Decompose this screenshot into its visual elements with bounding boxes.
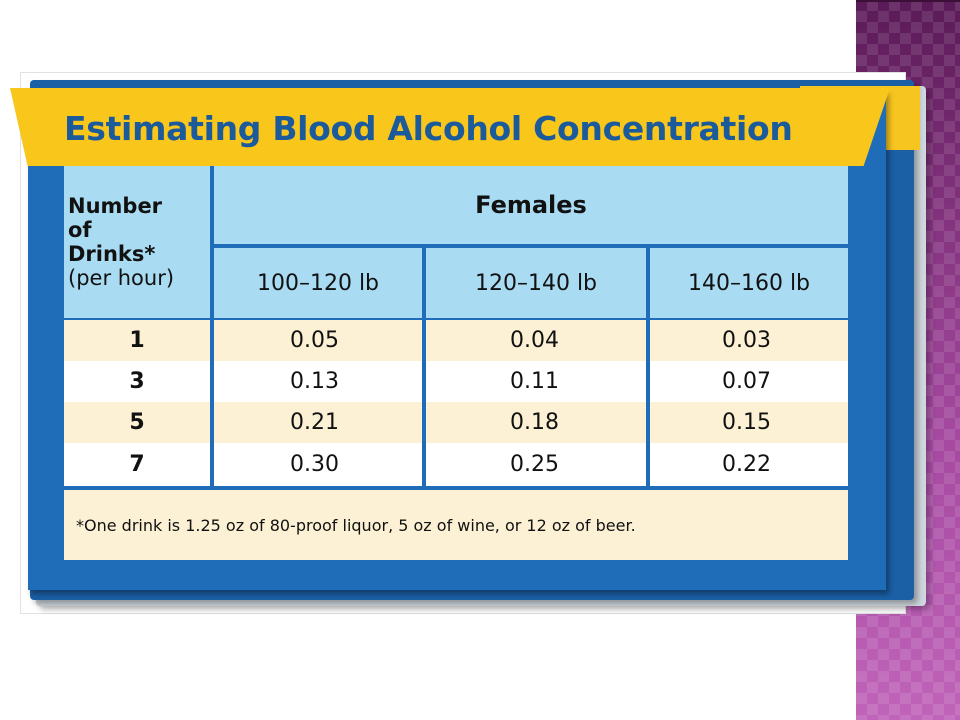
row-header-line: Number [68,194,163,218]
row-header-line: (per hour) [68,266,175,290]
row-header-line: Drinks* [68,242,156,266]
header-divider [64,318,848,320]
table-row-label: 5 [64,402,212,443]
table-cell: 0.21 [214,402,424,443]
table-cell: 0.04 [426,320,648,361]
column-header: 100–120 lb [214,248,424,318]
row-header-line: of [68,218,92,242]
side-strip-edge [856,0,960,2]
table-cell: 0.15 [650,402,848,443]
row-header-cell: Number of Drinks* (per hour) [64,166,212,318]
table-cell: 0.05 [214,320,424,361]
table-cell: 0.22 [650,443,848,486]
column-header: 140–160 lb [650,248,848,318]
title-banner [10,88,890,166]
table-cell: 0.13 [214,361,424,402]
group-header-females: Females [214,166,848,246]
table-cell: 0.03 [650,320,848,361]
table-cell: 0.25 [426,443,648,486]
table-row-label: 3 [64,361,212,402]
table-cell: 0.07 [650,361,848,402]
footnote: *One drink is 1.25 oz of 80-proof liquor… [64,488,848,560]
bac-table: Number of Drinks* (per hour) Females 100… [64,166,848,488]
table-title: Estimating Blood Alcohol Concentration [64,109,793,148]
table-row-label: 1 [64,320,212,361]
table-row-label: 7 [64,443,212,486]
table-cell: 0.18 [426,402,648,443]
table-cell: 0.11 [426,361,648,402]
table-cell: 0.30 [214,443,424,486]
column-header: 120–140 lb [426,248,648,318]
